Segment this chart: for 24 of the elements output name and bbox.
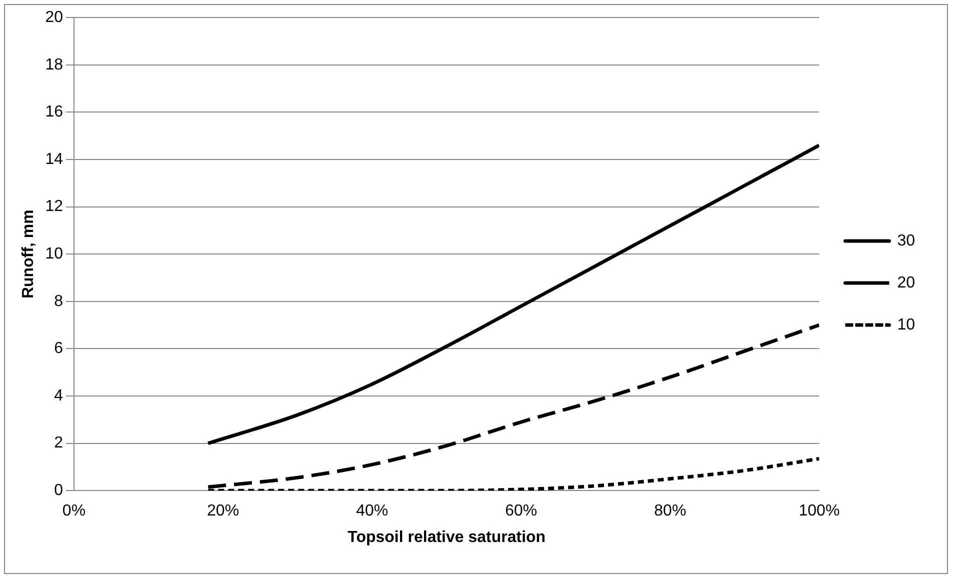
x-tick-label: 80% [654, 502, 686, 520]
y-tick-label: 10 [45, 246, 64, 263]
x-tick-label: 60% [505, 502, 538, 520]
y-tick-label: 16 [45, 104, 64, 121]
y-tick-label: 12 [45, 198, 64, 216]
x-tick-label: 100% [798, 502, 840, 520]
y-tick-label: 2 [54, 434, 64, 452]
legend-label: 20 [897, 274, 916, 292]
line-series [206, 323, 820, 489]
y-tick-label: 4 [54, 387, 64, 404]
y-tick-label: 6 [54, 340, 64, 358]
y-tick-label: 8 [54, 292, 64, 310]
x-tick-label: 20% [207, 502, 240, 520]
y-tick-label: 20 [45, 9, 64, 26]
y-tick-label: 14 [45, 150, 64, 168]
x-axis-title: Topsoil relative saturation [348, 528, 546, 546]
y-tick-label: 0 [54, 482, 64, 500]
y-tick-label: 18 [45, 56, 64, 74]
y-axis-title: Runoff, mm [20, 210, 38, 299]
legend-label: 10 [897, 316, 916, 334]
legend-label: 30 [897, 232, 916, 250]
x-tick-label: 40% [356, 502, 388, 520]
line-series [206, 144, 820, 446]
x-tick-label: 0% [62, 502, 86, 520]
